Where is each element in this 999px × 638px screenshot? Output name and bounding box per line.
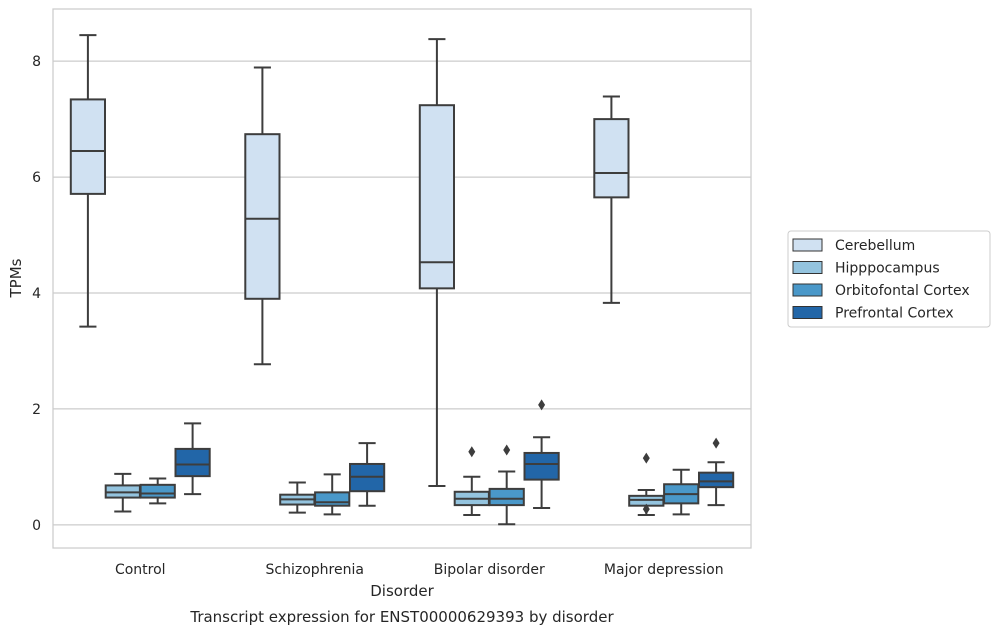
box-3-3 [697,437,735,507]
box-1-1 [279,481,316,514]
box-body [174,447,211,478]
outlier-marker [538,399,546,411]
box-body [314,491,351,507]
box-2-0 [139,477,176,505]
outlier-marker [642,452,650,464]
legend-frame [787,230,991,328]
legend-label: Orbitofontal Cortex [835,283,970,299]
legend-swatch [792,283,823,297]
legend-label: Cerebellum [835,238,915,254]
legend-label: Prefrontal Cortex [835,306,954,322]
box-2-2 [488,444,525,526]
chart-title: Transcript expression for ENST0000062939… [189,608,614,626]
outlier-marker [642,503,650,515]
y-tick-label: 6 [32,170,41,186]
box-body [244,133,281,300]
box-body [593,118,630,199]
legend-swatch [792,261,823,274]
y-axis-label: TPMs [7,258,25,298]
plot-frame [52,8,752,549]
box-3-0 [174,422,211,496]
box-3-2 [523,399,560,510]
y-tick-label: 2 [32,402,41,418]
legend: Cerebellum Hipppocampus Orbitofontal Corte… [787,230,991,328]
legend-swatch [792,306,823,319]
plot-background [53,9,751,548]
box-2-3 [663,468,700,516]
box-2-1 [314,473,351,516]
box-1-0 [104,472,141,513]
y-tick-label: 0 [32,518,41,534]
legend-swatch [792,238,823,252]
box-3-1 [348,442,386,507]
x-axis-label: Disorder [370,582,434,600]
outlier-marker [468,446,476,458]
x-tick-label: Bipolar disorder [434,562,545,578]
box-body [69,98,107,195]
x-tick-label: Control [115,562,166,578]
box-0-1 [244,66,281,366]
box-body [418,104,456,290]
box-0-0 [69,34,107,328]
box-body [139,483,176,499]
box-body [488,487,525,507]
x-tick-label: Major depression [604,562,724,578]
box-body [697,471,735,489]
box-0-2 [418,38,456,487]
legend-label: Hipppocampus [835,261,940,277]
y-tick-label: 4 [32,286,41,302]
box-body [523,451,560,481]
y-tick-label: 8 [32,54,41,70]
outlier-marker [712,437,720,449]
outlier-marker [503,444,511,456]
x-tick-label: Schizophrenia [266,562,364,578]
box-0-3 [593,95,630,304]
